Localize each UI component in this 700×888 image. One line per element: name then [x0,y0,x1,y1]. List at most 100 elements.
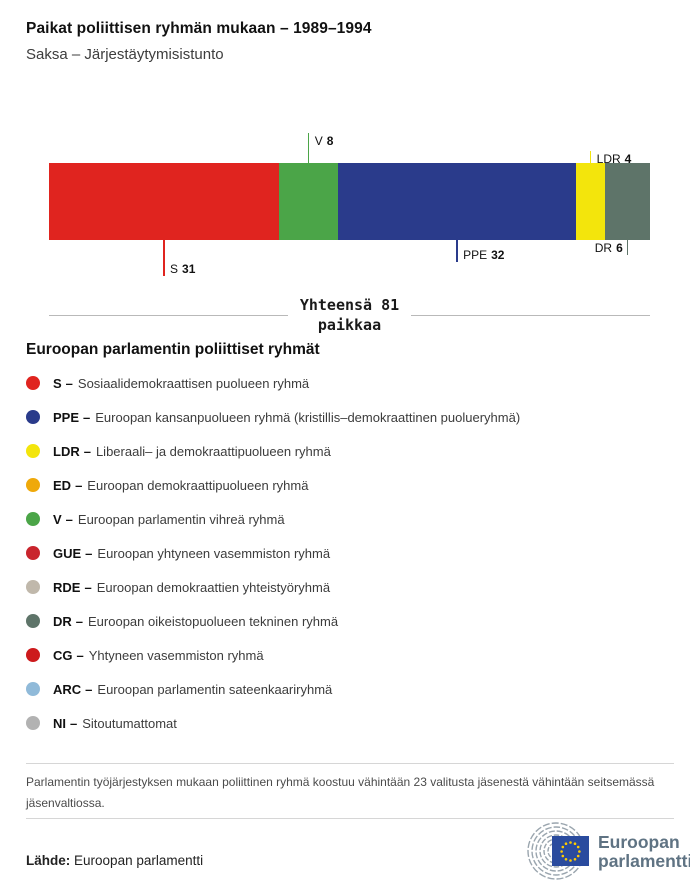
legend-dot-cg [26,648,40,662]
legend-label: ED – Euroopan demokraattipuolueen ryhmä [53,478,308,493]
legend-abbr: V [53,511,62,527]
total-row: Yhteensä 81 paikkaa [49,295,650,335]
source-value: Euroopan parlamentti [74,853,204,868]
total-line2: paikkaa [317,316,382,334]
eu-flag-stars [560,841,581,862]
seat-label-value: 4 [624,152,632,166]
bar-segment-v [279,163,339,240]
legend-description: Euroopan yhtyneen vasemmiston ryhmä [97,545,331,561]
seat-label-value: 6 [616,241,623,255]
ep-hemicycle-icon: Euroopan parlamentti [527,822,692,880]
legend-heading: Euroopan parlamentin poliittiset ryhmät [26,341,320,358]
seat-label-abbr: DR [594,241,613,255]
seat-label-value: 31 [182,262,196,276]
legend-description: Euroopan oikeistopuolueen tekninen ryhmä [88,613,339,629]
european-parliament-logo: Euroopan parlamentti [514,820,692,887]
legend-label: RDE – Euroopan demokraattien yhteistyöryhm… [53,580,330,595]
legend-item-rde: RDE – Euroopan demokraattien yhteistyöryhm… [26,570,676,604]
legend-item-s: S – Sosiaalidemokraattisen puolueen ryhmä [26,366,676,400]
legend-dot-ed [26,478,40,492]
legend-label: V – Euroopan parlamentin vihreä ryhmä [53,512,285,527]
legend-abbr: CG [53,647,73,663]
legend-item-ed: ED – Euroopan demokraattipuolueen ryhmä [26,468,676,502]
legend-abbr: ARC [53,681,82,697]
legend-dot-gue [26,546,40,560]
tick-dr [626,240,629,255]
source-line: Lähde: Euroopan parlamentti [26,853,203,868]
legend-separator: – [84,579,92,595]
legend-dot-v [26,512,40,526]
legend-dot-dr [26,614,40,628]
legend-dot-ldr [26,444,40,458]
total-rule-right [411,314,650,316]
legend-item-cg: CG – Yhtyneen vasemmiston ryhmä [26,638,676,672]
legend-dot-ppe [26,410,40,424]
seats-chart: S 31 V 8 PPE 32 LDR 4 DR 6 [49,130,650,290]
page-subtitle: Saksa – Järjestäytymisistunto [26,46,224,63]
bar-segment-ldr [575,163,606,240]
legend-label: S – Sosiaalidemokraattisen puolueen ryhmä [53,376,309,391]
bar-segment-ppe [338,163,576,240]
legend-abbr: ED [53,477,72,493]
legend-item-ppe: PPE – Euroopan kansanpuolueen ryhmä (krist… [26,400,676,434]
seat-bar [49,163,650,240]
legend-label: GUE – Euroopan yhtyneen vasemmiston ryhmä [53,546,330,561]
source-label: Lähde: [26,853,71,868]
legend-description: Sitoutumattomat [82,715,177,731]
logo-text-line2: parlamentti [598,851,690,871]
bar-segment-s [49,163,279,240]
legend-description: Liberaali– ja demokraattipuolueen ryhmä [95,443,331,459]
legend-separator: – [85,545,93,561]
legend-separator: – [83,409,91,425]
tick-ldr [589,151,592,163]
seat-label-abbr: PPE [463,248,488,262]
legend-separator: – [75,477,83,493]
page-title: Paikat poliittisen ryhmän mukaan – 1989–… [26,20,372,37]
legend-label: CG – Yhtyneen vasemmiston ryhmä [53,648,264,663]
legend-abbr: LDR [53,443,80,459]
legend-item-ni: NI – Sitoutumattomat [26,706,676,740]
bar-segment-dr [605,163,650,240]
footnote: Parlamentin työjärjestyksen mukaan polii… [26,775,655,810]
legend-abbr: DR [53,613,72,629]
legend-item-ldr: LDR – Liberaali– ja demokraattipuolueen ry… [26,434,676,468]
total-seats-label: Yhteensä 81 paikkaa [300,295,399,335]
legend-label: LDR – Liberaali– ja demokraattipuolueen ry… [53,444,331,459]
legend-description: Sosiaalidemokraattisen puolueen ryhmä [77,375,310,391]
logo-text-line1: Euroopan [598,832,680,852]
legend-separator: – [65,375,73,391]
legend-item-dr: DR – Euroopan oikeistopuolueen tekninen ry… [26,604,676,638]
legend-abbr: S [53,375,62,391]
legend-description: Euroopan demokraattipuolueen ryhmä [87,477,309,493]
seat-label-ldr: LDR 4 [597,152,632,166]
legend-description: Euroopan parlamentin vihreä ryhmä [77,511,285,527]
legend-item-gue: GUE – Euroopan yhtyneen vasemmiston ryhmä [26,536,676,570]
legend-dot-s [26,376,40,390]
seat-label-dr: DR 6 [595,241,623,255]
seat-label-abbr: LDR [596,152,621,166]
legend-list: S – Sosiaalidemokraattisen puolueen ryhmä P… [26,366,676,740]
total-rule-left [49,314,288,316]
legend-abbr: PPE [53,409,80,425]
legend-separator: – [83,443,91,459]
legend-abbr: GUE [53,545,82,561]
divider-top [26,763,674,764]
legend-label: NI – Sitoutumattomat [53,716,177,731]
seat-label-ppe: PPE 32 [463,248,504,262]
seat-label-abbr: S [170,262,179,276]
tick-v [307,133,310,163]
legend-separator: – [65,511,73,527]
legend-label: ARC – Euroopan parlamentin sateenkaariryhm… [53,682,332,697]
legend-dot-arc [26,682,40,696]
divider-bottom [26,818,674,819]
legend-description: Euroopan demokraattien yhteistyöryhmä [96,579,331,595]
legend-description: Yhtyneen vasemmiston ryhmä [88,647,264,663]
legend-dot-rde [26,580,40,594]
seat-label-abbr: V [314,134,323,148]
legend-separator: – [85,681,93,697]
legend-item-v: V – Euroopan parlamentin vihreä ryhmä [26,502,676,536]
legend-label: PPE – Euroopan kansanpuolueen ryhmä (krist… [53,410,520,425]
total-line1: Yhteensä 81 [299,296,400,314]
